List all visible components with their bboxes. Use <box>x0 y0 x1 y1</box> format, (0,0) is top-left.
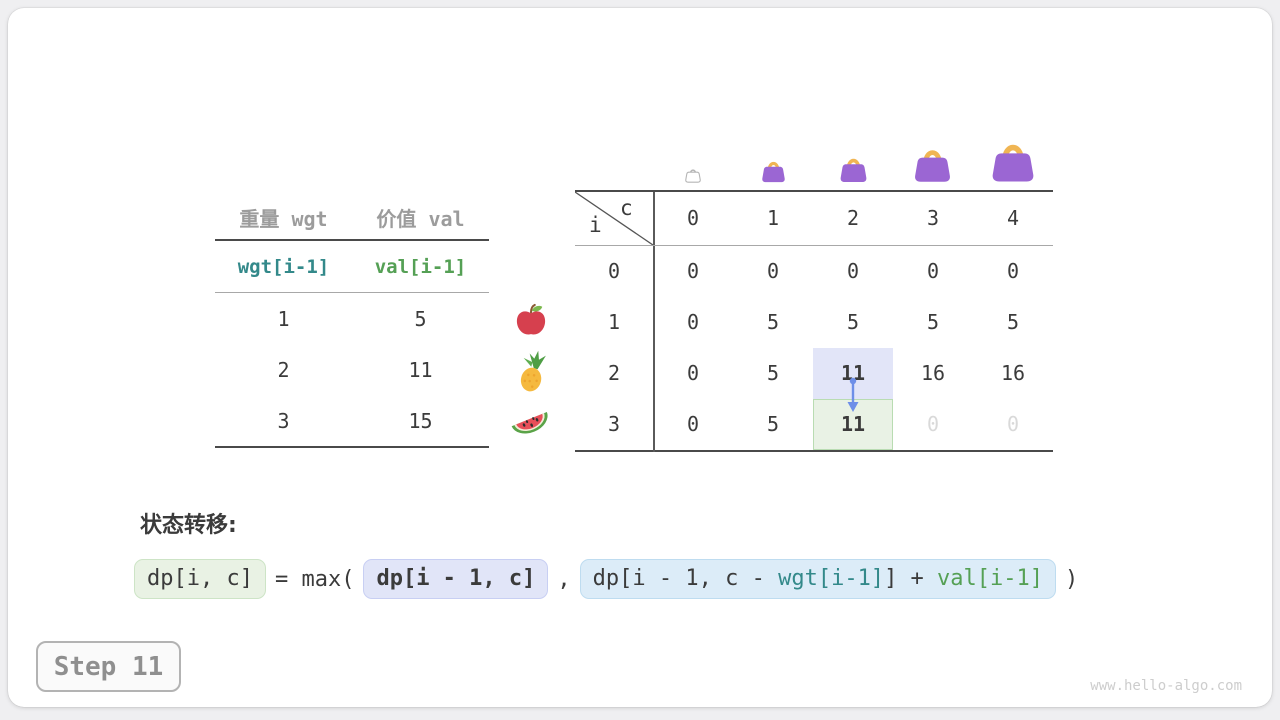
state-transition-label: 状态转移: <box>140 513 237 538</box>
formula-close-paren: ) <box>1065 566 1079 592</box>
value-column-header: 价值 val <box>376 206 465 231</box>
state-transition-formula: dp[i, c] = max( dp[i - 1, c] , dp[i - 1,… <box>134 559 1078 599</box>
formula-arg1-box: dp[i - 1, c] <box>363 559 549 599</box>
dp-cell-0-2: 0 <box>846 259 860 283</box>
formula-arg2-plus-part: ] + <box>884 566 938 591</box>
dp-cell-3-1: 5 <box>766 412 780 436</box>
capacity-header-0: 0 <box>686 206 700 230</box>
item-row-3: 3 15 <box>215 395 489 446</box>
dp-cell-2-1: 5 <box>766 361 780 385</box>
dp-cell-2-3: 16 <box>920 361 946 385</box>
item-2-value: 11 <box>408 357 433 382</box>
dp-cell-0-4: 0 <box>1006 259 1020 283</box>
dp-row-3: 3 0 5 11 0 0 <box>575 399 1053 450</box>
col-variable-label: c <box>620 196 633 220</box>
capacity-header-4: 4 <box>1006 206 1020 230</box>
dp-cell-1-1: 5 <box>766 310 780 334</box>
formula-lhs-box: dp[i, c] <box>134 559 266 599</box>
dp-row-0: 0 0 0 0 0 0 <box>575 246 1053 297</box>
dp-cell-3-0: 0 <box>686 412 700 436</box>
dp-row-2: 2 0 5 11 16 16 <box>575 348 1053 399</box>
weight-column-header: 重量 wgt <box>239 206 328 231</box>
item-3-value: 15 <box>408 408 433 433</box>
bag-capacity-1-icon <box>761 156 786 187</box>
dp-row-2-label: 2 <box>607 361 621 385</box>
capacity-header-1: 1 <box>766 206 780 230</box>
watermelon-icon <box>509 403 551 445</box>
formula-arg2-wgt-part: wgt[i-1] <box>778 566 885 591</box>
capacity-header-3: 3 <box>926 206 940 230</box>
formula-equals-max: = max( <box>274 566 355 592</box>
formula-arg2-val-part: val[i-1] <box>937 566 1044 591</box>
dp-row-1-label: 1 <box>607 310 621 334</box>
item-3-weight: 3 <box>277 408 290 433</box>
item-2-weight: 2 <box>277 357 290 382</box>
bag-capacity-3-icon <box>913 141 952 187</box>
dp-row-3-label: 3 <box>607 412 621 436</box>
val-index-label: val[i-1] <box>374 255 467 278</box>
capacity-header-2: 2 <box>846 206 860 230</box>
formula-comma: , <box>557 566 571 592</box>
dp-corner-cell: c i <box>575 192 653 245</box>
dp-cell-1-0: 0 <box>686 310 700 334</box>
apple-icon <box>515 303 547 341</box>
transition-arrow-icon <box>846 377 860 417</box>
item-1-weight: 1 <box>277 306 290 331</box>
item-1-value: 5 <box>414 306 427 331</box>
dp-cell-0-0: 0 <box>686 259 700 283</box>
step-badge: Step 11 <box>36 641 181 692</box>
dp-row-1: 1 0 5 5 5 5 <box>575 297 1053 348</box>
dp-cell-2-0: 0 <box>686 361 700 385</box>
bag-capacity-2-icon <box>839 152 868 187</box>
diagonal-divider <box>575 192 653 245</box>
item-row-2: 2 11 <box>215 344 489 395</box>
dp-cell-0-3: 0 <box>926 259 940 283</box>
formula-arg2-dp-part: dp[i - 1, c - <box>592 566 779 591</box>
dp-cell-2-4: 16 <box>1000 361 1026 385</box>
dp-row-0-label: 0 <box>607 259 621 283</box>
items-table-header: 重量 wgt 价值 val <box>215 195 489 241</box>
dp-table: c i 0 1 2 3 4 0 0 0 0 0 0 1 0 5 5 5 5 2 <box>575 190 1053 452</box>
row-variable-label: i <box>589 213 602 237</box>
watermark: www.hello-algo.com <box>1090 678 1242 694</box>
wgt-index-label: wgt[i-1] <box>237 255 330 278</box>
item-row-1: 1 5 <box>215 293 489 344</box>
items-table: 重量 wgt 价值 val wgt[i-1] val[i-1] 1 5 2 11… <box>215 195 489 448</box>
dp-cell-0-1: 0 <box>766 259 780 283</box>
bag-capacity-4-icon <box>990 134 1036 187</box>
bag-capacity-0-icon <box>685 165 701 187</box>
pineapple-icon <box>514 349 550 397</box>
dp-table-header-row: c i 0 1 2 3 4 <box>575 192 1053 246</box>
dp-table-vertical-divider <box>653 192 655 452</box>
dp-cell-1-4: 5 <box>1006 310 1020 334</box>
dp-cell-3-3: 0 <box>926 412 940 436</box>
dp-cell-3-4: 0 <box>1006 412 1020 436</box>
formula-arg2-box: dp[i - 1, c - wgt[i-1]] + val[i-1] <box>579 559 1057 599</box>
dp-cell-1-2: 5 <box>846 310 860 334</box>
items-table-index-row: wgt[i-1] val[i-1] <box>215 241 489 293</box>
dp-cell-1-3: 5 <box>926 310 940 334</box>
